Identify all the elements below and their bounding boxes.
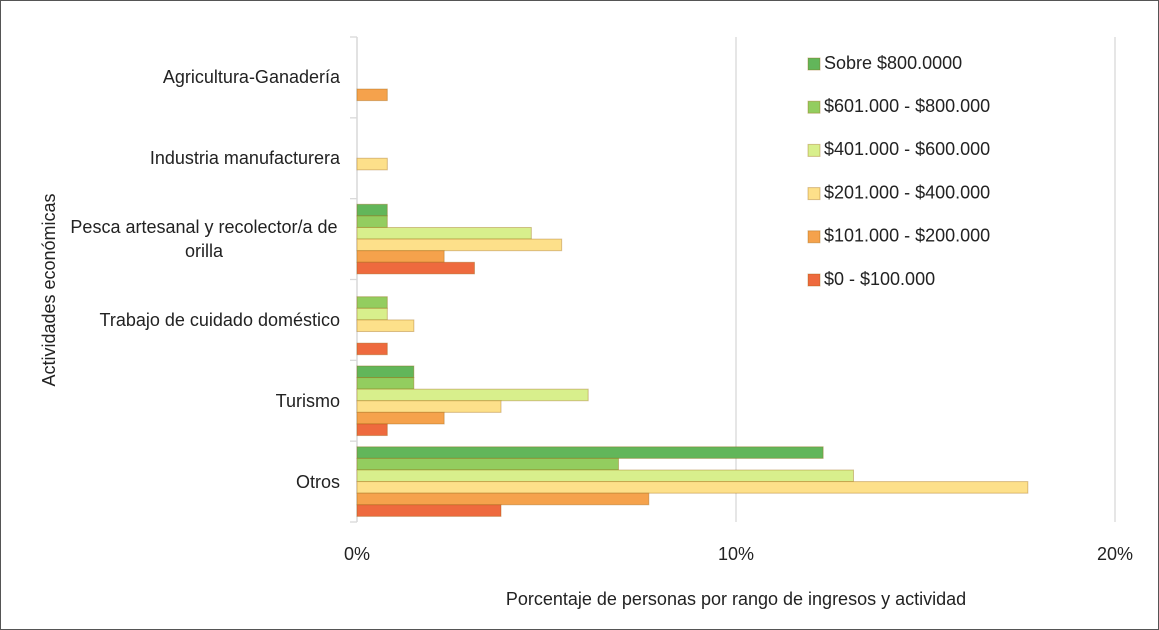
bar — [356, 446, 824, 459]
bar — [356, 504, 502, 517]
bar — [356, 157, 388, 171]
bar — [356, 307, 388, 321]
x-tick-label: 20% — [1097, 544, 1133, 564]
legend-label: $0 - $100.000 — [824, 269, 935, 289]
legend-swatch — [807, 100, 821, 114]
bar — [356, 296, 388, 309]
legend-swatch — [807, 187, 821, 201]
y-tick-label: Trabajo de cuidado doméstico — [60, 280, 340, 360]
bar — [356, 203, 388, 217]
category-text: Otros — [295, 471, 340, 492]
bar — [356, 319, 415, 333]
category-text: Agricultura-Ganadería — [162, 67, 340, 88]
category-text: Pesca artesanal y recolector/a de orilla — [70, 217, 338, 262]
y-tick-label: Pesca artesanal y recolector/a de orilla — [60, 199, 340, 279]
x-tick-label: 10% — [718, 544, 754, 564]
category-text: Trabajo de cuidado doméstico — [99, 309, 340, 330]
bar — [356, 215, 388, 228]
legend-label: $201.000 - $400.000 — [824, 182, 990, 202]
bar — [356, 411, 445, 425]
bar — [356, 250, 445, 263]
bar — [356, 423, 388, 437]
legend-label: $101.000 - $200.000 — [824, 226, 990, 246]
bar — [356, 492, 650, 506]
legend-swatch — [807, 230, 821, 244]
bar — [356, 342, 388, 356]
bar — [356, 226, 532, 240]
y-tick-label: Turismo — [60, 361, 340, 441]
bar — [356, 238, 563, 252]
bar — [356, 365, 415, 379]
legend-label: $601.000 - $800.000 — [824, 96, 990, 116]
bar — [356, 457, 620, 471]
bar — [356, 377, 415, 390]
legend-label: Sobre $800.0000 — [824, 53, 962, 73]
y-tick-label: Industria manufacturera — [60, 118, 340, 198]
legend-swatch — [807, 273, 821, 287]
legend-swatch — [807, 143, 821, 157]
y-tick-label: Agricultura-Ganadería — [60, 37, 340, 117]
y-tick-label: Otros — [60, 442, 340, 522]
legend-label: $401.000 - $600.000 — [824, 139, 990, 159]
x-tick-label: 0% — [344, 544, 370, 564]
x-axis-title: Porcentaje de personas por rango de ingr… — [506, 589, 966, 609]
y-axis-title: Actividades económicas — [39, 193, 59, 386]
bar — [356, 481, 1029, 494]
bar — [356, 469, 854, 483]
bar — [356, 388, 589, 402]
bar — [356, 261, 475, 275]
bar — [356, 400, 502, 413]
bar — [356, 88, 388, 102]
category-text: Industria manufacturera — [149, 148, 340, 169]
legend-swatch — [807, 57, 821, 71]
category-text: Turismo — [275, 390, 340, 411]
